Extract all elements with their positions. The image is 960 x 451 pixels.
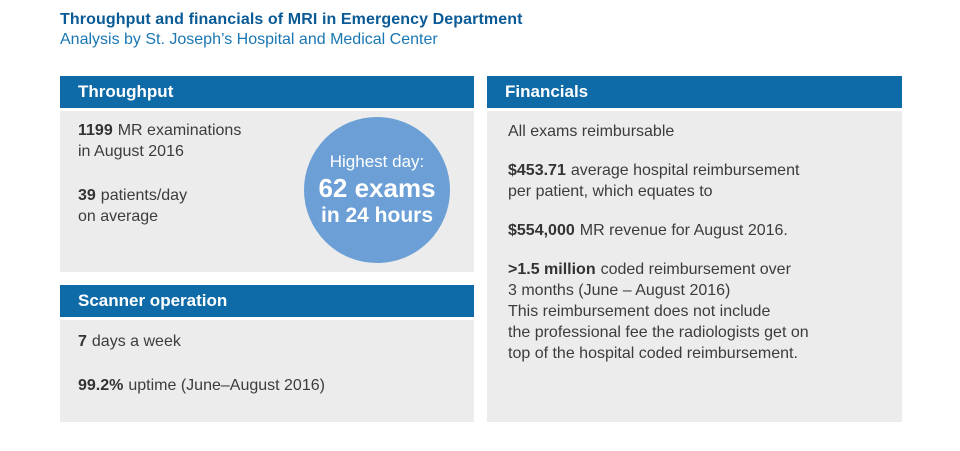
stat-label: days a week: [91, 333, 181, 350]
stat-label: patients/day: [100, 187, 188, 204]
para-text: average hospital reimbursement: [570, 162, 800, 179]
stat-line: 99.2% uptime (June–August 2016): [78, 375, 474, 396]
para-line: $554,000 MR revenue for August 2016.: [508, 220, 882, 241]
page-title: Throughput and financials of MRI in Emer…: [60, 11, 523, 28]
para-line: top of the hospital coded reimbursement.: [508, 345, 798, 362]
financials-para-coded-reimbursement: >1.5 million coded reimbursement over 3 m…: [508, 259, 882, 364]
stat-line: 1199 MR examinations: [78, 120, 474, 141]
stat-label-line2: in August 2016: [78, 143, 184, 160]
badge-value: 62 exams: [318, 173, 436, 203]
para-text: MR revenue for August 2016.: [579, 222, 788, 239]
stat-value: 7: [78, 333, 87, 350]
stat-days-per-week: 7 days a week: [78, 331, 474, 352]
stat-value: 1199: [78, 122, 113, 139]
stat-patients-per-day: 39 patients/day on average: [78, 185, 474, 227]
stat-value: >1.5 million: [508, 261, 596, 278]
para-line: $453.71 average hospital reimbursement: [508, 160, 882, 181]
page-subtitle: Analysis by St. Joseph’s Hospital and Me…: [60, 31, 438, 48]
financials-panel-body: All exams reimbursable $453.71 average ho…: [487, 111, 902, 422]
financials-para-mr-revenue: $554,000 MR revenue for August 2016.: [508, 220, 882, 241]
stat-value: 39: [78, 187, 96, 204]
badge-caption: Highest day:: [329, 152, 425, 171]
stat-value: $453.71: [508, 162, 566, 179]
para-line: This reimbursement does not include: [508, 303, 771, 320]
scanner-panel-header: Scanner operation: [60, 285, 474, 317]
highest-day-badge: Highest day: 62 exams in 24 hours: [304, 117, 450, 263]
stat-value: $554,000: [508, 222, 575, 239]
stat-label: uptime (June–August 2016): [128, 377, 325, 394]
stat-value: 99.2%: [78, 377, 124, 394]
stat-line: 39 patients/day: [78, 185, 474, 206]
throughput-panel-header: Throughput: [60, 76, 474, 108]
financials-panel-header: Financials: [487, 76, 902, 108]
para-line: the professional fee the radiologists ge…: [508, 324, 809, 341]
financials-para-reimbursable: All exams reimbursable: [508, 121, 882, 142]
stat-label-line2: on average: [78, 208, 159, 225]
stat-label: MR examinations: [117, 122, 242, 139]
para-line: 3 months (June – August 2016): [508, 282, 731, 299]
financials-para-avg-reimbursement: $453.71 average hospital reimbursement pe…: [508, 160, 882, 202]
para-line: All exams reimbursable: [508, 123, 675, 140]
para-line: >1.5 million coded reimbursement over: [508, 259, 882, 280]
scanner-panel-body: 7 days a week 99.2% uptime (June–August 20…: [60, 320, 474, 422]
stat-uptime: 99.2% uptime (June–August 2016): [78, 375, 474, 396]
badge-unit: in 24 hours: [320, 204, 434, 227]
para-line: per patient, which equates to: [508, 183, 713, 200]
throughput-panel-body: 1199 MR examinations in August 2016 39 pat…: [60, 111, 474, 272]
stat-mr-examinations: 1199 MR examinations in August 2016: [78, 120, 474, 162]
stat-line: 7 days a week: [78, 331, 474, 352]
para-text: coded reimbursement over: [600, 261, 791, 278]
